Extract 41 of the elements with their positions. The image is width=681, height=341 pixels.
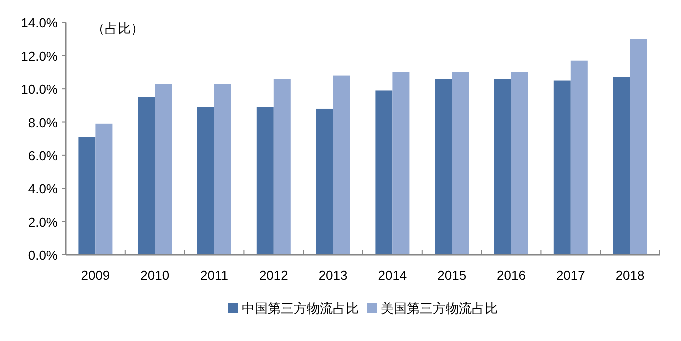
bar (613, 77, 630, 255)
bar (554, 80, 571, 255)
bar (198, 107, 214, 255)
x-tick-label: 2012 (259, 268, 288, 283)
bar (316, 108, 334, 255)
y-tick-label: 6.0% (28, 148, 58, 164)
bar (376, 90, 393, 255)
bar (435, 79, 452, 255)
y-tick-label: 8.0% (28, 115, 58, 130)
bar (78, 137, 96, 255)
bar (214, 84, 232, 255)
x-tick-label: 2013 (318, 268, 348, 283)
bar (630, 39, 648, 255)
bar (452, 72, 470, 255)
bar (570, 60, 588, 255)
x-tick-label: 2015 (438, 268, 467, 283)
x-tick-label: 2018 (616, 268, 645, 283)
legend-label: 中国第三方物流占比 (242, 301, 359, 316)
y-tick-label: 0.0% (28, 248, 58, 263)
bar (494, 79, 512, 255)
bar (256, 107, 274, 255)
bar (333, 76, 350, 255)
x-tick-label: 2017 (556, 268, 586, 283)
y-tick-label: 12.0% (21, 48, 58, 64)
x-tick-label: 2014 (378, 268, 408, 283)
y-tick-label: 10.0% (21, 82, 58, 98)
y-tick-label: 2.0% (28, 214, 58, 230)
bar (155, 84, 172, 255)
bar (96, 124, 113, 255)
y-tick-label: 4.0% (28, 182, 58, 197)
bar (138, 97, 156, 255)
x-tick-label: 2011 (200, 268, 228, 283)
bar (274, 79, 291, 255)
bar (512, 72, 528, 255)
x-tick-label: 2010 (140, 268, 170, 283)
y-axis-title: （占比） (92, 22, 144, 37)
legend-label: 美国第三方物流占比 (381, 301, 498, 316)
y-tick-label: 14.0% (21, 16, 58, 31)
x-tick-label: 2009 (81, 268, 110, 283)
bar (392, 72, 410, 255)
x-tick-label: 2016 (497, 268, 526, 283)
